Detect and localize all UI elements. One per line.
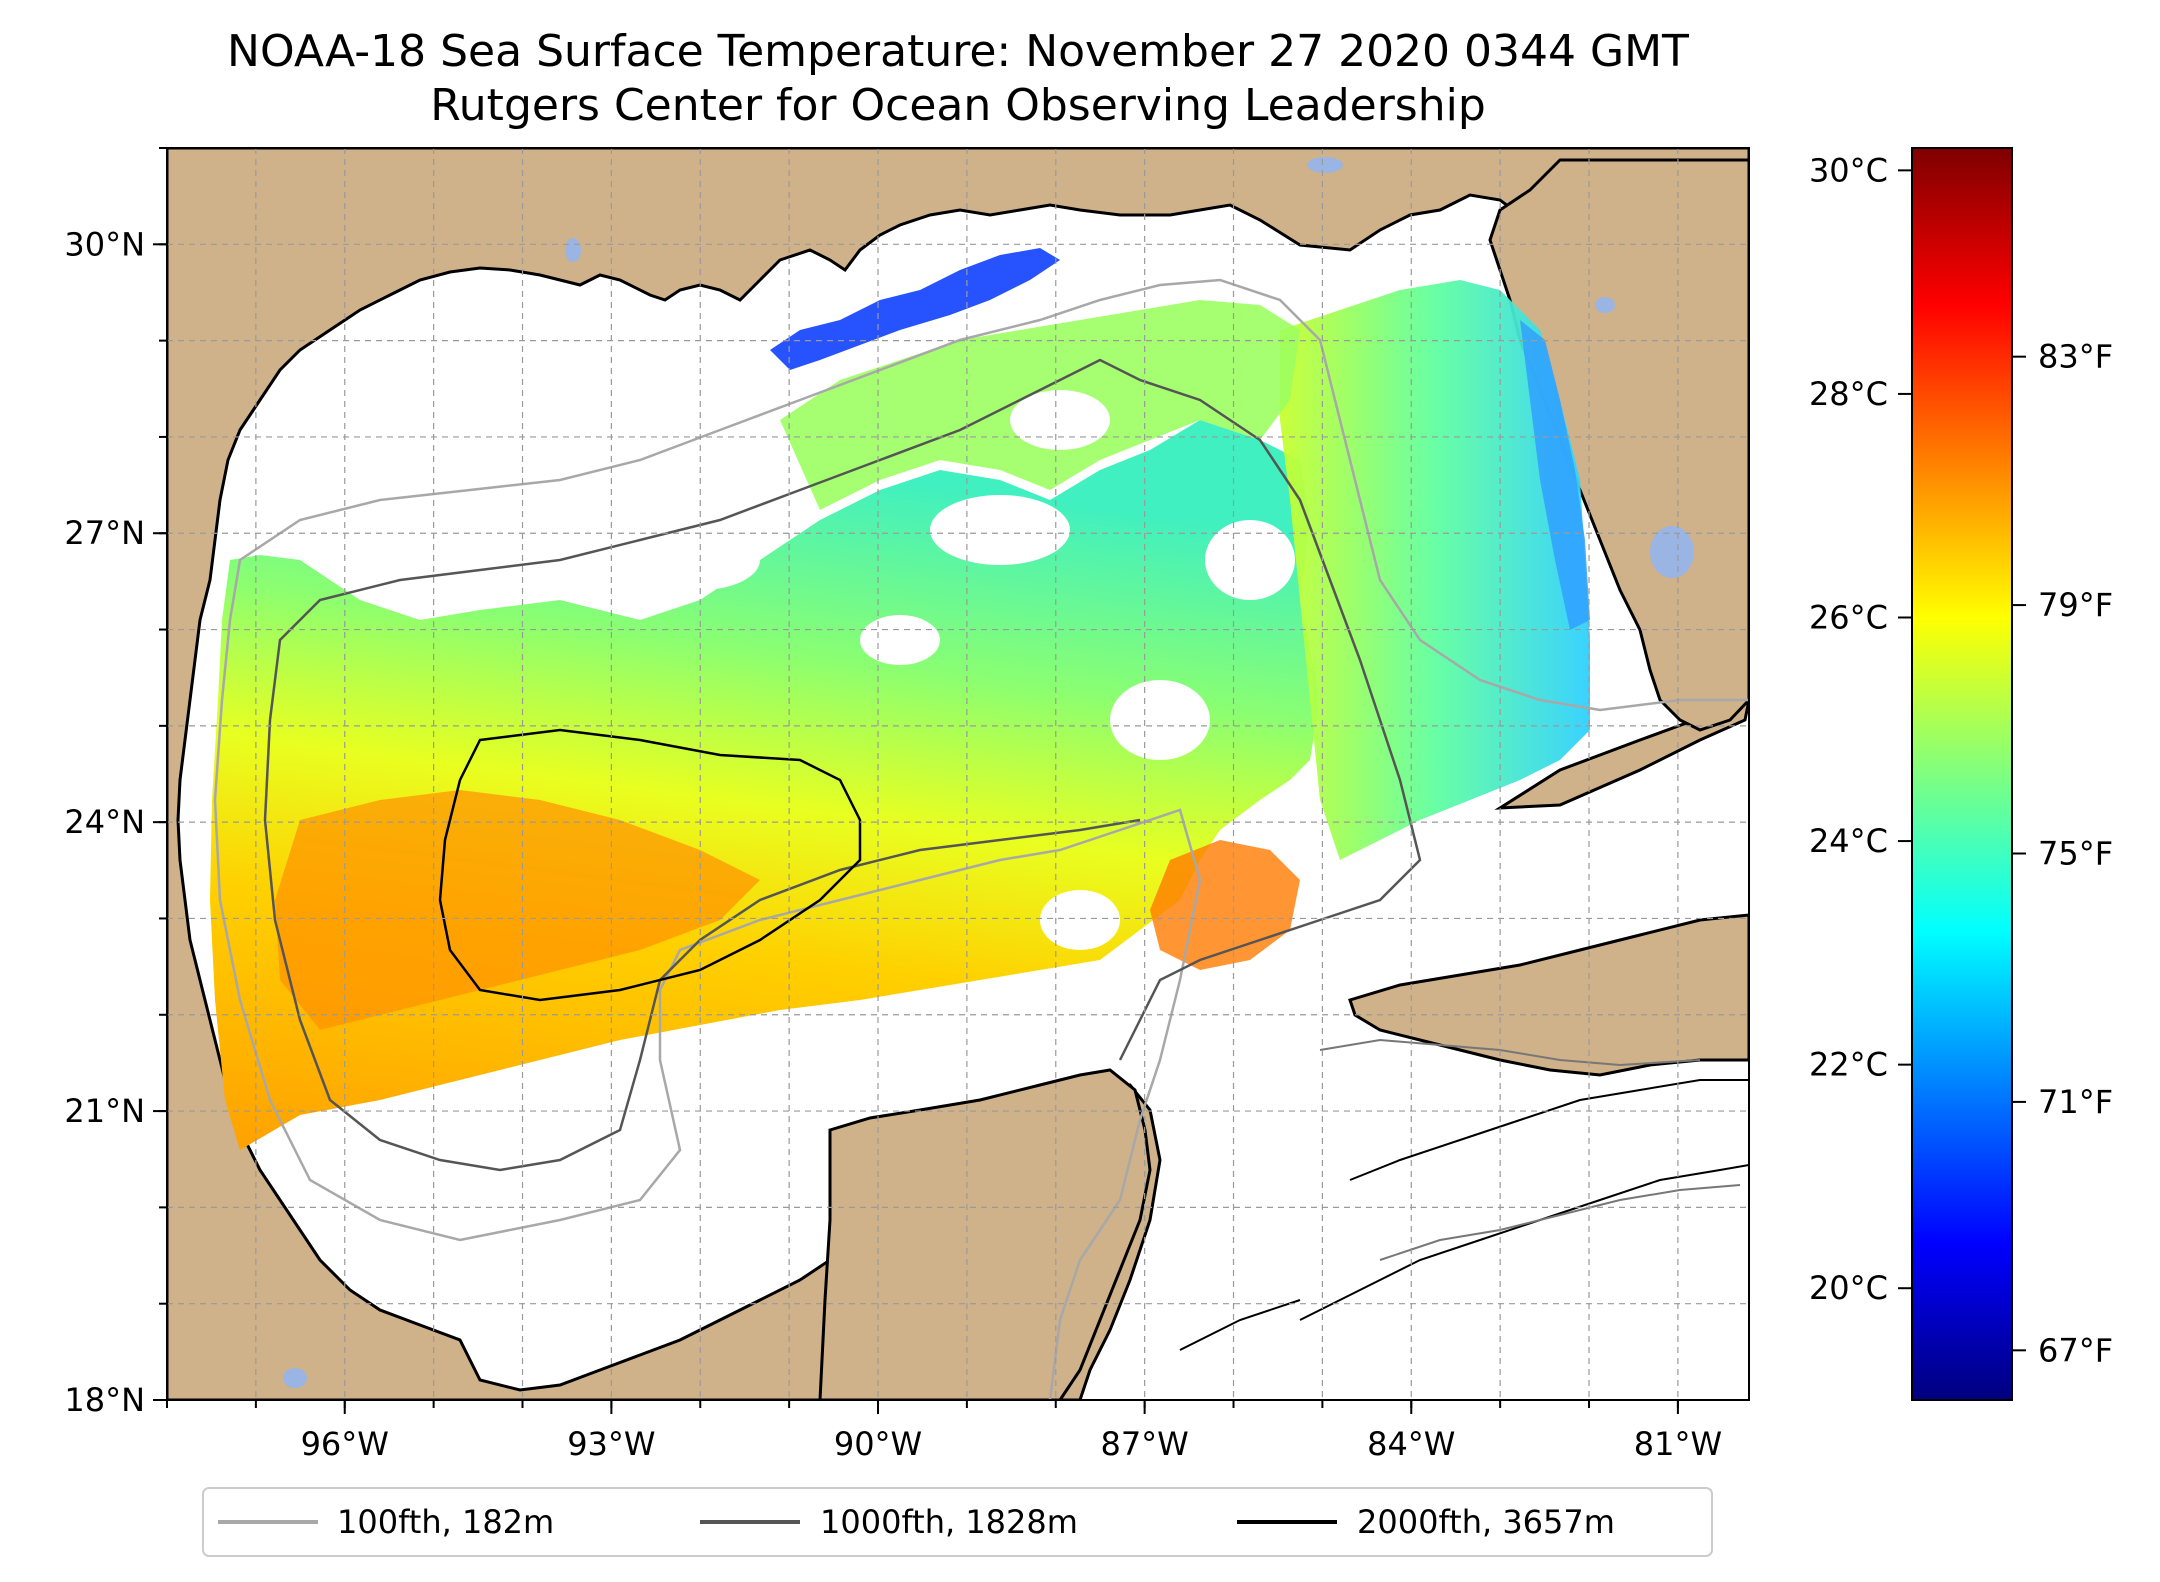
sst-warm-core [275,790,760,1030]
legend-box [202,1487,1713,1557]
lake-texas [565,238,581,262]
map-area [167,148,1749,1400]
colorbar-fahrenheit-label: 67°F [2038,1331,2113,1369]
map-frame [166,147,1750,1401]
contour-1000fth [263,358,1422,1172]
colorbar-celsius-label: 22°C [1809,1046,1888,1084]
colorbar-celsius-label: 28°C [1809,375,1888,413]
legend-label-100fth: 100fth, 182m [337,1503,554,1541]
lon-tick-label: 96°W [301,1425,389,1463]
sst-cold-fl [1520,320,1590,630]
sst-cold-shelf [770,248,1060,370]
lon-tick-label: 90°W [834,1425,922,1463]
sst-swath [210,248,1590,1150]
cloud-gap [1110,680,1210,760]
contour-100fth [213,278,1749,1400]
colorbar-fahrenheit-label: 83°F [2038,338,2113,376]
legend-label-1000fth: 1000fth, 1828m [820,1503,1078,1541]
lat-tick-label: 27°N [64,514,145,552]
legend-label-2000fth: 2000fth, 3657m [1357,1503,1615,1541]
land [167,148,1749,1400]
colorbar-fahrenheit-label: 79°F [2038,586,2113,624]
sst-swath-east [1280,280,1590,860]
map-title-line1: NOAA-18 Sea Surface Temperature: Novembe… [227,26,1689,77]
lon-tick-label: 81°W [1634,1425,1722,1463]
lake-mexico [283,1368,307,1388]
colorbar: 30°C 28°C 26°C 24°C 22°C 20°C 83°F 79°F 75°F 71°… [1809,147,2113,1401]
colorbar-celsius-label: 20°C [1809,1269,1888,1307]
lat-tick-label: 21°N [64,1092,145,1130]
lake-okeechobee [1650,526,1694,578]
cloud-gap [1040,890,1120,950]
lat-tick-label: 30°N [64,225,145,263]
colorbar-gradient [1911,147,2013,1401]
cloud-gap [930,495,1070,565]
colorbar-fahrenheit-label: 71°F [2038,1083,2113,1121]
bathymetry-contours [213,278,1749,1400]
cloud-gap [1205,520,1295,600]
colorbar-fahrenheit-label: 75°F [2038,834,2113,872]
land-yucatan [818,1068,1152,1400]
lake-louisiana [1307,157,1343,173]
lake-florida-small [1595,297,1615,313]
contour-legend: 100fth, 182m 1000fth, 1828m 2000fth, 365… [202,1487,1713,1557]
colorbar-celsius-label: 24°C [1809,822,1888,860]
land-florida [1488,158,1749,732]
lat-axis: 30°N 27°N 24°N 21°N 18°N [64,147,167,1419]
lon-tick-label: 93°W [567,1425,655,1463]
map-title-line2: Rutgers Center for Ocean Observing Leade… [430,80,1486,131]
lat-tick-label: 24°N [64,803,145,841]
colorbar-celsius-label: 30°C [1809,151,1888,189]
cloud-gap [1010,390,1110,450]
colorbar-celsius-axis: 30°C 28°C 26°C 24°C 22°C 20°C [1809,151,1912,1307]
colorbar-fahrenheit-axis: 83°F 79°F 75°F 71°F 67°F [2012,338,2113,1369]
lon-tick-label: 84°W [1367,1425,1455,1463]
cloud-gap [860,615,940,665]
lon-tick-label: 87°W [1100,1425,1188,1463]
colorbar-celsius-label: 26°C [1809,599,1888,637]
lon-axis: 96°W 93°W 90°W 87°W 84°W 81°W [166,1400,1722,1463]
contour-2000fth [438,728,862,1002]
lat-tick-label: 18°N [64,1381,145,1419]
